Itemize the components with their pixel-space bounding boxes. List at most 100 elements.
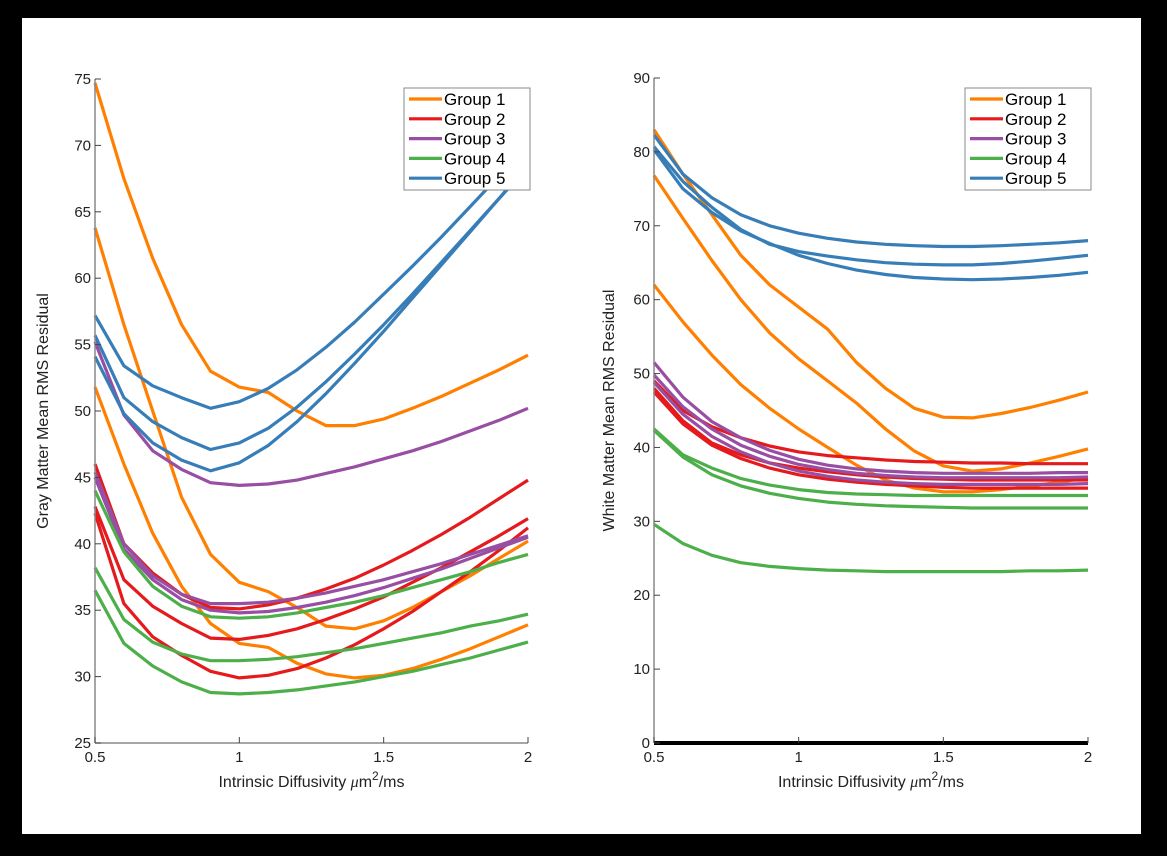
x-tick-label: 1.5 (373, 749, 394, 766)
x-label-suffix: /ms (379, 774, 405, 791)
y-tick-label: 70 (633, 218, 650, 235)
x-axis-label: Intrinsic Diffusivity μm2/ms (778, 769, 964, 791)
series-line-group5-14 (652, 148, 1089, 282)
y-tick-label: 30 (74, 669, 91, 686)
legend-label: Group 5 (1005, 169, 1066, 188)
x-label-superscript: 2 (932, 769, 939, 783)
series-line-group3-8 (652, 381, 1089, 486)
y-tick-label: 60 (74, 270, 91, 287)
series-line-group1-1 (652, 174, 1089, 473)
x-tick-label: 1 (235, 749, 243, 766)
legend-entry-group-2: Group 2 (409, 110, 505, 129)
series-line-group2-3 (652, 379, 1088, 466)
x-tick-label: 2 (524, 749, 532, 766)
legend-label: Group 2 (1005, 110, 1066, 129)
y-tick-label: 30 (633, 513, 650, 530)
series-line-group5-13 (652, 145, 1089, 267)
series-line-group4-11 (653, 522, 1089, 574)
y-tick-label: 65 (74, 204, 91, 221)
x-label-text: Intrinsic Diffusivity (778, 774, 910, 791)
series-line-group5-12 (652, 133, 1089, 249)
y-axis-label: White Matter Mean RMS Residual (601, 290, 618, 532)
y-tick-label: 0 (642, 735, 650, 752)
legend-label: Group 4 (1005, 149, 1066, 168)
y-tick-label: 50 (633, 366, 650, 383)
series-line-group1-0 (93, 82, 529, 428)
series-line-group3-7 (93, 471, 529, 606)
figure-panel: 25 30 35 40 45 50 55 60 65 70 75 0.5 1 1.5 2 Intrinsic … (22, 18, 1141, 834)
y-tick-label: 75 (74, 71, 91, 88)
series-line-group4-9 (93, 490, 529, 620)
series-group (652, 128, 1089, 574)
legend-entry-group-3: Group 3 (970, 130, 1066, 149)
legend-entry-group-2: Group 2 (970, 110, 1066, 129)
y-tick-label: 35 (74, 602, 91, 619)
x-label-mu: μ (909, 774, 918, 791)
legend-label: Group 1 (444, 90, 505, 109)
y-tick-label: 80 (633, 144, 650, 161)
y-tick-label: 40 (633, 439, 650, 456)
x-label-mu: μ (350, 774, 359, 791)
y-tick-label: 50 (74, 403, 91, 420)
x-label-text: Intrinsic Diffusivity (218, 774, 350, 791)
legend-label: Group 2 (444, 110, 505, 129)
series-line-group4-11 (93, 589, 529, 696)
y-tick-label: 60 (633, 292, 650, 309)
x-tick-label: 2 (1084, 749, 1092, 766)
y-tick-label: 10 (633, 661, 650, 678)
y-tick-label: 90 (633, 70, 650, 87)
series-line-group2-5 (93, 512, 529, 680)
x-tick-label: 0.5 (644, 749, 665, 766)
x-axis-label: Intrinsic Diffusivity μm2/ms (218, 769, 404, 791)
x-tick-label: 1.5 (933, 749, 954, 766)
series-line-group3-7 (652, 373, 1089, 480)
legend-entry-group-4: Group 4 (970, 149, 1066, 168)
legend-entry-group-5: Group 5 (409, 169, 505, 188)
legend-label: Group 3 (1005, 130, 1066, 149)
legend-entry-group-1: Group 1 (409, 90, 505, 109)
series-line-group4-9 (652, 427, 1088, 498)
series-line-group1-2 (93, 386, 529, 680)
series-line-group5-14 (93, 162, 530, 473)
x-tick-label: 1 (794, 749, 802, 766)
x-label-unit: m (359, 774, 372, 791)
series-line-group3-6 (93, 341, 529, 487)
x-label-suffix: /ms (938, 774, 964, 791)
series-line-group1-2 (652, 283, 1089, 494)
y-tick-label: 25 (74, 735, 91, 752)
legend-entry-group-1: Group 1 (970, 90, 1066, 109)
legend-entry-group-4: Group 4 (409, 149, 505, 168)
y-tick-label: 40 (74, 536, 91, 553)
series-group (93, 82, 530, 696)
series-line-group3-8 (93, 476, 529, 615)
y-tick-label: 70 (74, 137, 91, 154)
series-line-group3-6 (652, 361, 1088, 475)
y-tick-label: 55 (74, 337, 91, 354)
series-line-group2-3 (93, 463, 529, 611)
series-line-group1-0 (652, 128, 1089, 420)
series-line-group4-10 (93, 566, 529, 663)
legend-entry-group-3: Group 3 (409, 130, 505, 149)
x-tick-label: 0.5 (85, 749, 106, 766)
legend-label: Group 1 (1005, 90, 1066, 109)
legend-label: Group 4 (444, 149, 505, 168)
y-tick-label: 45 (74, 469, 91, 486)
series-line-group1-1 (93, 227, 529, 631)
series-line-group4-10 (652, 429, 1088, 510)
y-tick-label: 20 (633, 587, 650, 604)
y-axis-label: Gray Matter Mean RMS Residual (35, 293, 52, 529)
series-line-group5-12 (93, 143, 530, 410)
series-line-group2-5 (652, 390, 1088, 490)
legend-entry-group-5: Group 5 (970, 169, 1066, 188)
x-label-unit: m (918, 774, 931, 791)
x-label-superscript: 2 (372, 769, 379, 783)
legend-label: Group 5 (444, 169, 505, 188)
legend-label: Group 3 (444, 130, 505, 149)
